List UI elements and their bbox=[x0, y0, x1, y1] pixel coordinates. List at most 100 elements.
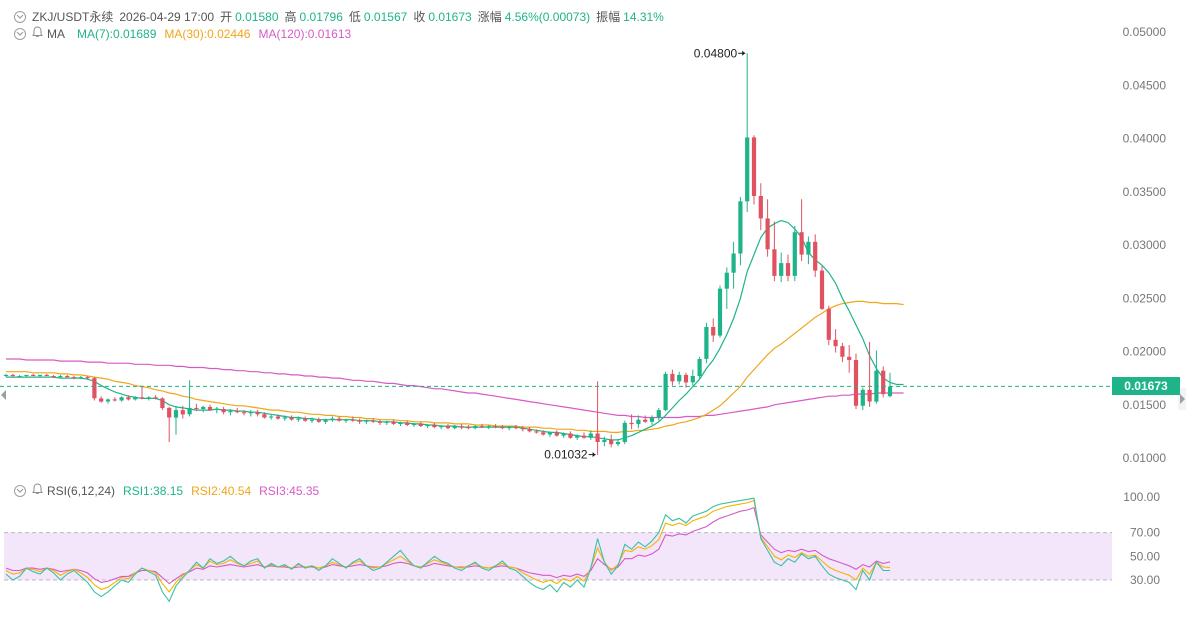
candle-up bbox=[296, 418, 301, 420]
candle-up bbox=[738, 201, 743, 254]
candle-up bbox=[439, 426, 444, 428]
open-value: 0.01580 bbox=[235, 9, 279, 24]
candle-down bbox=[71, 377, 77, 379]
candlesticks[interactable] bbox=[3, 53, 893, 455]
rsi-lines bbox=[5, 497, 891, 603]
high-label: 高 bbox=[284, 10, 297, 24]
candle-down bbox=[51, 376, 56, 378]
candle-up bbox=[425, 425, 430, 427]
candle-down bbox=[85, 377, 90, 379]
chevron-down-icon[interactable] bbox=[14, 10, 26, 23]
candle-up bbox=[3, 374, 9, 376]
candle-up bbox=[248, 412, 253, 414]
candle-down bbox=[840, 346, 845, 357]
annotations: 0.04800 0.01032 bbox=[544, 46, 746, 462]
candle-down bbox=[479, 426, 485, 428]
candle-up bbox=[214, 409, 219, 411]
rsi-band bbox=[4, 532, 1112, 581]
candle-down bbox=[235, 411, 240, 413]
candle-up bbox=[717, 288, 723, 336]
candle-down bbox=[853, 360, 859, 406]
candle-down bbox=[99, 398, 104, 402]
candle-up bbox=[269, 416, 274, 418]
candle-down bbox=[126, 397, 131, 400]
candle-up bbox=[704, 327, 709, 359]
candle-down bbox=[758, 196, 763, 219]
candle-up bbox=[364, 420, 369, 422]
candle-up bbox=[37, 374, 43, 376]
rsi-tick-label: 50.00 bbox=[1130, 549, 1160, 563]
chevron-down-icon[interactable] bbox=[14, 27, 26, 40]
change-label: 涨幅 bbox=[477, 10, 502, 24]
high-value: 0.01796 bbox=[299, 9, 343, 24]
candle-up bbox=[636, 419, 641, 424]
candle-datetime: 2026-04-29 17:00 bbox=[119, 9, 215, 24]
candle-down bbox=[44, 374, 49, 376]
ma-label[interactable]: MA bbox=[47, 26, 65, 41]
scroll-right-icon[interactable] bbox=[1180, 394, 1185, 404]
candle-up bbox=[724, 272, 729, 289]
candle-up bbox=[486, 426, 491, 428]
candle-down bbox=[432, 425, 437, 428]
candle-up bbox=[473, 426, 478, 429]
candle-up bbox=[663, 373, 668, 411]
bell-icon[interactable] bbox=[32, 483, 43, 498]
rsi2-line bbox=[5, 499, 891, 593]
rsi-axis: 100.00 70.00 50.00 30.00 bbox=[1123, 490, 1160, 587]
candle-up bbox=[398, 422, 403, 424]
candle-down bbox=[595, 433, 600, 442]
candle-up bbox=[282, 417, 287, 419]
rsi-label[interactable]: RSI(6,12,24) bbox=[47, 483, 116, 498]
ma30-line bbox=[6, 300, 904, 433]
candle-down bbox=[513, 427, 519, 429]
scroll-left-icon[interactable] bbox=[1, 390, 6, 400]
candle-down bbox=[527, 429, 532, 432]
candle-down bbox=[554, 432, 559, 436]
rsi-band-fill bbox=[4, 532, 1112, 580]
candle-down bbox=[262, 414, 267, 418]
price-tick-label: 0.01500 bbox=[1123, 398, 1167, 412]
close-label: 收 bbox=[413, 10, 426, 24]
candle-up bbox=[690, 376, 695, 383]
candle-up bbox=[187, 407, 192, 415]
max-price-label: 0.04800 bbox=[694, 46, 738, 60]
bell-icon[interactable] bbox=[32, 26, 43, 41]
candle-up bbox=[146, 397, 151, 399]
candle-down bbox=[643, 419, 648, 422]
price-tick-label: 0.03500 bbox=[1123, 185, 1167, 199]
price-tick-label: 0.01000 bbox=[1123, 451, 1167, 465]
candle-down bbox=[867, 389, 872, 402]
candle-down bbox=[241, 412, 247, 414]
rsi1-line bbox=[5, 497, 890, 603]
candle-up bbox=[615, 442, 621, 445]
candle-up bbox=[731, 253, 736, 273]
chevron-down-icon[interactable] bbox=[14, 484, 26, 497]
candle-up bbox=[411, 423, 417, 425]
candle-up bbox=[309, 419, 315, 421]
price-tick-label: 0.02500 bbox=[1123, 291, 1167, 305]
candle-up bbox=[547, 432, 553, 435]
candle-up bbox=[656, 410, 661, 418]
ma120-value: MA(120):0.01613 bbox=[258, 26, 352, 41]
amplitude-value: 14.31% bbox=[623, 9, 664, 24]
candle-up bbox=[887, 386, 893, 397]
ma7-value: MA(7):0.01689 bbox=[77, 26, 157, 41]
candle-down bbox=[445, 426, 451, 429]
candle-down bbox=[581, 435, 587, 438]
candle-up bbox=[806, 241, 811, 255]
candle-up bbox=[745, 137, 750, 202]
low-label: 低 bbox=[348, 10, 361, 24]
candle-down bbox=[31, 374, 36, 376]
candle-down bbox=[180, 410, 185, 415]
ma120-line bbox=[6, 358, 904, 419]
candle-down bbox=[541, 432, 546, 435]
amplitude-label: 振幅 bbox=[596, 10, 621, 24]
price-tick-label: 0.02000 bbox=[1123, 345, 1167, 359]
price-axis: 0.05000 0.04500 0.04000 0.03500 0.03000 0.025… bbox=[1123, 25, 1167, 465]
candle-down bbox=[520, 428, 525, 430]
ma-lines bbox=[6, 219, 904, 441]
candle-down bbox=[337, 418, 342, 421]
candle-down bbox=[377, 421, 383, 423]
candle-up bbox=[228, 411, 233, 413]
ma-legend: MA MA(7):0.01689 MA(30):0.02446 MA(120):… bbox=[14, 26, 351, 41]
